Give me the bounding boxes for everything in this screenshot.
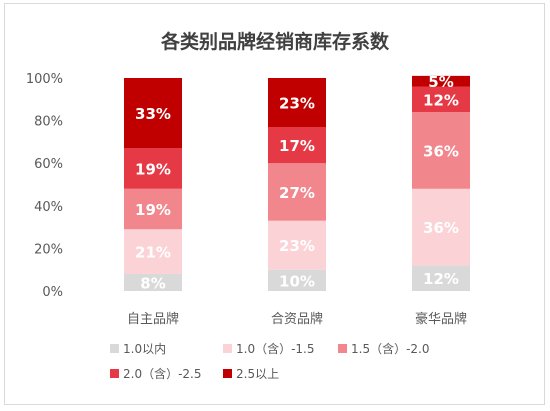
- legend-label: 1.0以内: [123, 342, 166, 356]
- bar-segment: [412, 86, 470, 113]
- data-label: 5%: [428, 73, 453, 91]
- category-label: 豪华品牌: [415, 311, 467, 327]
- x-axis: 自主品牌 合资品牌 豪华品牌: [127, 311, 467, 327]
- data-label: 12%: [423, 91, 459, 109]
- y-tick-label: 0%: [42, 285, 63, 300]
- bar-segment: [124, 273, 182, 291]
- legend-swatch: [110, 369, 119, 378]
- bars: 8% 21% 19% 19% 33% 10% 23% 27% 17% 23% 12% 36% 36% 12…: [124, 73, 470, 292]
- bar-segment: [268, 126, 326, 164]
- chart-title: 各类别品牌经销商库存系数: [160, 30, 390, 53]
- data-label: 10%: [279, 272, 315, 290]
- legend-label: 2.0（含）-2.5: [123, 366, 202, 381]
- data-label: 23%: [279, 237, 315, 255]
- data-label: 23%: [279, 94, 315, 112]
- category-label: 自主品牌: [127, 311, 179, 327]
- category-label: 合资品牌: [271, 311, 323, 327]
- bar-segment: [412, 188, 470, 266]
- legend-swatch: [223, 369, 232, 378]
- bar-segment: [124, 78, 182, 149]
- bar-segment: [124, 148, 182, 189]
- data-label: 33%: [135, 105, 171, 123]
- chart-frame: 各类别品牌经销商库存系数 0% 20% 40% 60% 80% 100% 8% 21% 19%…: [4, 3, 545, 405]
- y-tick-label: 40%: [34, 200, 63, 215]
- y-tick-label: 20%: [34, 242, 63, 257]
- legend: 1.0以内 1.0（含）-1.5 1.5（含）-2.0 2.0（含）-2.5 2.5以上: [110, 341, 430, 381]
- stacked-bar-chart: 各类别品牌经销商库存系数 0% 20% 40% 60% 80% 100% 8% 21% 19%…: [26, 30, 470, 381]
- legend-label: 1.5（含）-2.0: [351, 341, 430, 356]
- data-label: 36%: [423, 142, 459, 160]
- legend-label: 2.5以上: [236, 367, 279, 381]
- bar-segment: [268, 269, 326, 291]
- legend-swatch: [338, 344, 347, 353]
- data-label: 21%: [135, 244, 171, 262]
- bar-segment: [268, 163, 326, 221]
- y-axis: 0% 20% 40% 60% 80% 100%: [26, 72, 63, 300]
- data-label: 19%: [135, 161, 171, 179]
- bar-segment: [412, 265, 470, 291]
- bar-segment: [412, 75, 470, 87]
- data-label: 8%: [140, 274, 165, 292]
- data-label: 27%: [279, 184, 315, 202]
- y-tick-label: 60%: [34, 157, 63, 172]
- legend-swatch: [110, 344, 119, 353]
- legend-label: 1.0（含）-1.5: [236, 341, 315, 356]
- bar-segment: [268, 78, 326, 127]
- legend-swatch: [223, 344, 232, 353]
- bar-segment: [412, 112, 470, 189]
- bar-segment: [124, 229, 182, 274]
- data-label: 36%: [423, 219, 459, 237]
- bar-segment: [124, 188, 182, 230]
- data-label: 17%: [279, 137, 315, 155]
- y-tick-label: 100%: [26, 72, 63, 87]
- bar-segment: [268, 220, 326, 270]
- y-tick-label: 80%: [34, 115, 63, 130]
- data-label: 19%: [135, 201, 171, 219]
- data-label: 12%: [423, 270, 459, 288]
